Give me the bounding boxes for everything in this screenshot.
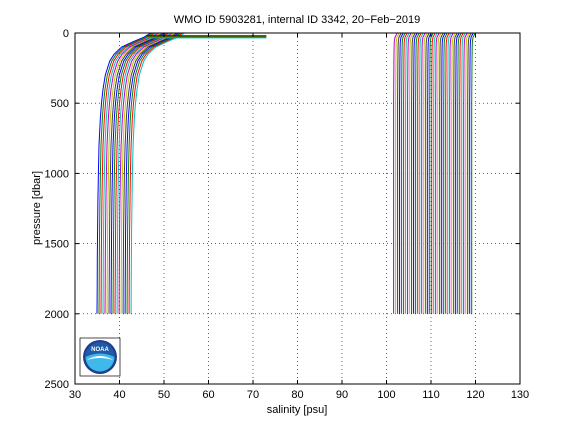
x-tick-label: 70 <box>247 389 259 401</box>
salinity-profile-line <box>451 32 456 314</box>
salinity-profile-line <box>411 32 416 314</box>
x-tick-label: 60 <box>202 389 214 401</box>
salinity-profile-line <box>463 32 468 314</box>
logo-text: NOAA <box>91 347 109 353</box>
noaa-logo: NOAA <box>79 337 121 377</box>
salinity-profile-line <box>399 32 404 314</box>
salinity-profile-line <box>423 32 428 314</box>
salinity-profile-line <box>108 32 163 314</box>
salinity-profile-line <box>415 32 420 314</box>
salinity-profile-line <box>449 32 454 314</box>
salinity-profile-line <box>431 32 436 314</box>
salinity-profile-line <box>409 32 414 314</box>
salinity-profile-line <box>429 32 434 314</box>
salinity-profile-line <box>405 32 410 314</box>
salinity-profile-line <box>126 32 181 314</box>
salinity-profile-line <box>455 32 460 314</box>
salinity-profile-line <box>459 32 464 314</box>
salinity-profile-line <box>104 32 159 314</box>
salinity-profile-line <box>467 32 472 314</box>
salinity-profile-line <box>425 32 430 314</box>
salinity-profile-line <box>395 32 400 314</box>
y-axis-label: pressure [dbar] <box>31 171 43 245</box>
x-tick-label: 90 <box>336 389 348 401</box>
y-tick-label: 2000 <box>45 309 69 321</box>
salinity-profile-line <box>120 32 175 314</box>
salinity-profile-line <box>457 32 462 314</box>
x-tick-label: 130 <box>511 389 529 401</box>
salinity-profile-line <box>130 32 185 314</box>
y-tick-label: 1000 <box>45 168 69 180</box>
grid-lines <box>75 33 520 384</box>
salinity-profile-line <box>98 32 153 314</box>
y-tick-label: 2500 <box>45 379 69 391</box>
logo-bird-icon <box>87 356 113 360</box>
salinity-profile-line <box>128 32 183 314</box>
y-tick-label: 1500 <box>45 239 69 251</box>
x-tick-label: 110 <box>422 389 440 401</box>
salinity-profile-line <box>421 32 426 314</box>
chart-title: WMO ID 5903281, internal ID 3342, 20−Feb… <box>174 14 420 26</box>
x-tick-label: 120 <box>466 389 484 401</box>
salinity-profile-line <box>118 32 173 314</box>
salinity-profile-line <box>106 32 161 314</box>
salinity-profile-line <box>447 32 452 314</box>
salinity-profile-line <box>433 32 438 314</box>
x-tick-label: 100 <box>377 389 395 401</box>
salinity-profile-line <box>443 32 448 314</box>
salinity-profile-line <box>441 32 446 314</box>
salinity-profile-line <box>413 32 418 314</box>
salinity-profile-line <box>96 32 151 314</box>
x-tick-label: 50 <box>158 389 170 401</box>
plot-area <box>96 32 476 314</box>
salinity-profile-line <box>397 32 402 314</box>
salinity-profile-line <box>469 32 474 314</box>
salinity-profile-line <box>419 32 424 314</box>
y-tick-label: 500 <box>51 98 69 110</box>
salinity-profile-line <box>445 32 450 314</box>
x-axis-label: salinity [psu] <box>267 404 328 416</box>
x-tick-label: 30 <box>69 389 81 401</box>
salinity-profile-line <box>114 32 169 314</box>
salinity-profile-line <box>437 32 442 314</box>
salinity-profile-line <box>122 32 177 314</box>
salinity-profile-line <box>435 32 440 314</box>
salinity-profile-line <box>124 32 179 314</box>
salinity-profile-line <box>471 32 476 314</box>
salinity-profile-line <box>417 32 422 314</box>
salinity-profile-line <box>393 32 398 314</box>
salinity-profile-line <box>465 32 470 314</box>
y-tick-label: 0 <box>63 28 69 40</box>
x-tick-label: 80 <box>291 389 303 401</box>
salinity-profile-line <box>100 32 155 314</box>
salinity-profile-line <box>461 32 466 314</box>
salinity-profile-line <box>102 32 157 314</box>
salinity-profile-line <box>407 32 412 314</box>
salinity-profile-line <box>403 32 408 314</box>
salinity-profile-line <box>439 32 444 314</box>
logo-top-half <box>85 342 115 357</box>
salinity-profile-line <box>116 32 171 314</box>
salinity-profile-line <box>427 32 432 314</box>
salinity-profile-line <box>110 32 165 314</box>
salinity-profile-line <box>453 32 458 314</box>
axis-ticks: 30 40 50 60 70 80 90 100 110 120 130 0 500 1000 1500 20… <box>45 28 530 401</box>
salinity-profile-line <box>401 32 406 314</box>
x-tick-label: 40 <box>113 389 125 401</box>
salinity-profile-line <box>112 32 167 314</box>
